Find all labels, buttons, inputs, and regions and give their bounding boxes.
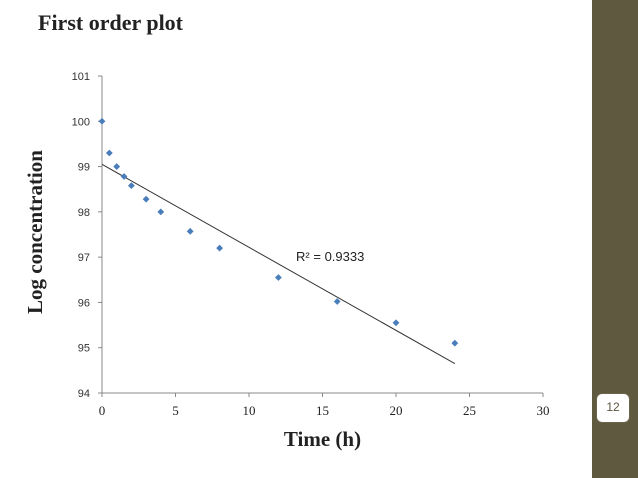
y-axis-title: Log concentration <box>23 150 47 314</box>
x-tick-label: 0 <box>99 403 106 418</box>
y-tick-label: 101 <box>72 71 90 83</box>
data-point <box>186 227 194 235</box>
x-tick-label: 20 <box>390 403 403 418</box>
y-tick-label: 94 <box>78 388 90 400</box>
x-tick-label: 5 <box>172 403 179 418</box>
trendline-group <box>101 163 456 364</box>
x-tick-label: 25 <box>463 403 476 418</box>
data-point <box>275 274 282 281</box>
r-squared-annotation: R² = 0.9333 <box>296 249 364 264</box>
data-point <box>392 319 400 327</box>
trendline <box>101 163 456 364</box>
x-tick-label: 10 <box>243 403 256 418</box>
page-number-badge: 12 <box>596 393 630 423</box>
y-tick-label: 100 <box>72 116 90 128</box>
y-tick-label: 97 <box>78 252 90 264</box>
data-point <box>333 298 341 305</box>
data-point <box>142 195 150 203</box>
data-point <box>157 208 165 216</box>
data-point <box>216 244 223 252</box>
x-tick-label: 30 <box>537 403 550 418</box>
data-point <box>120 173 128 180</box>
data-point <box>98 117 106 125</box>
data-point <box>451 339 459 347</box>
y-tick-label: 98 <box>78 207 90 219</box>
data-points <box>98 117 459 347</box>
y-tick-label: 96 <box>78 297 90 309</box>
x-tick-label: 15 <box>316 403 329 418</box>
chart-axes <box>101 76 543 394</box>
data-point <box>105 149 113 157</box>
slide-title: First order plot <box>38 10 184 35</box>
data-point <box>128 182 135 189</box>
data-point <box>113 163 121 170</box>
chart-labels: R² = 0.9333 Time (h) Log concentration <box>23 150 364 451</box>
y-tick-label: 95 <box>78 343 90 355</box>
x-axis-title: Time (h) <box>284 427 361 451</box>
y-tick-label: 99 <box>78 162 90 174</box>
chart-ticks: 94 95 96 97 98 99 100 101 0 5 10 15 20 25 30 <box>72 71 550 418</box>
